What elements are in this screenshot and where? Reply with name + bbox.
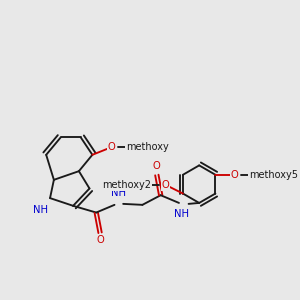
Text: methoxy: methoxy (126, 142, 169, 152)
Text: NH: NH (174, 209, 189, 220)
Text: NH: NH (111, 188, 126, 198)
Text: O: O (96, 236, 104, 245)
Text: O: O (231, 170, 239, 180)
Text: methoxy5: methoxy5 (249, 170, 298, 180)
Text: NH: NH (33, 205, 48, 215)
Text: O: O (153, 161, 161, 171)
Text: methoxy2: methoxy2 (103, 180, 152, 190)
Text: O: O (108, 142, 116, 152)
Text: O: O (162, 180, 170, 190)
